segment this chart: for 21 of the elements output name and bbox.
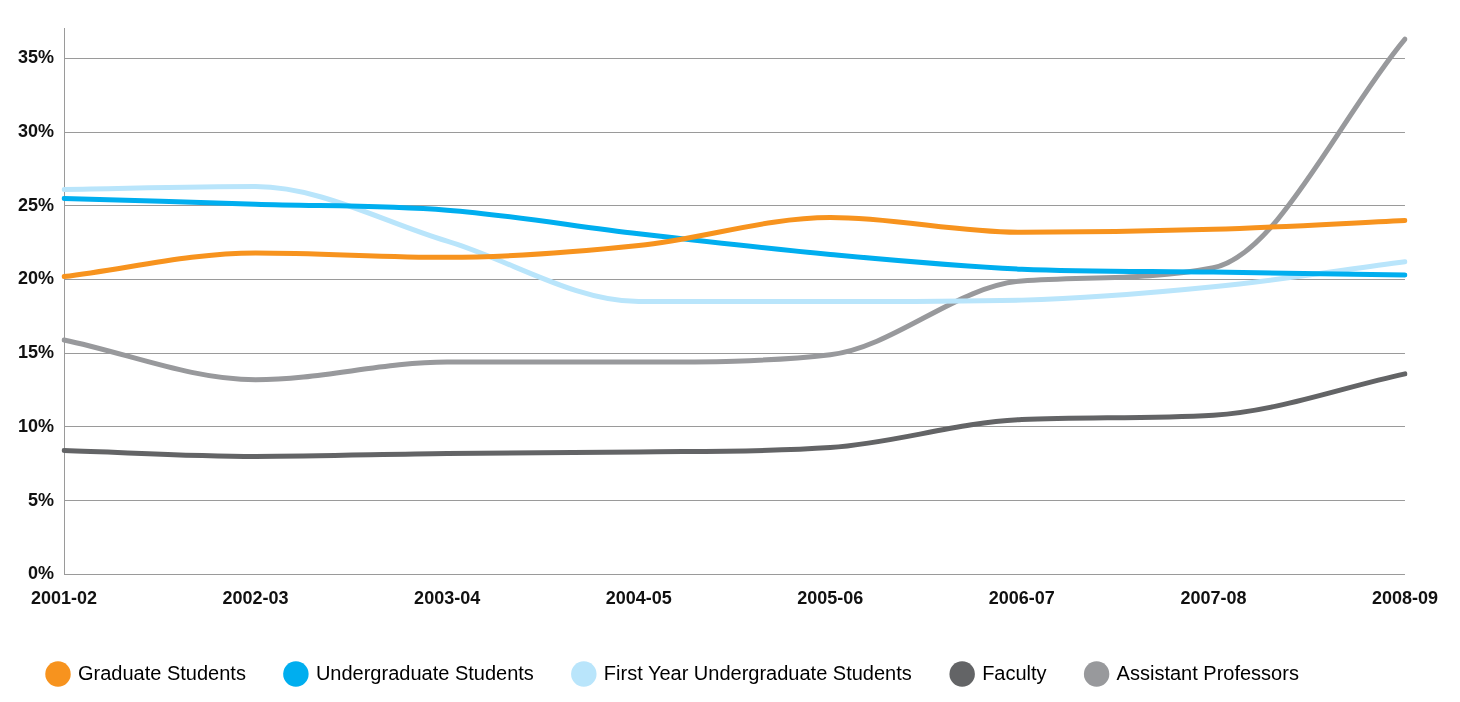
y-tick-label: 0% — [28, 563, 55, 584]
y-tick-label: 35% — [18, 47, 55, 68]
y-tick-label: 20% — [18, 268, 55, 289]
x-tick-label: 2007-08 — [1180, 588, 1247, 609]
x-tick-label: 2008-09 — [1371, 588, 1438, 609]
legend-label: First Year Undergraduate Students — [603, 661, 912, 684]
x-tick-label: 2006-07 — [988, 588, 1055, 609]
y-tick-label: 25% — [18, 194, 55, 215]
x-tick-label: 2001-02 — [31, 588, 98, 609]
y-tick-label: 15% — [18, 342, 55, 363]
legend-label: Assistant Professors — [1116, 661, 1299, 684]
x-tick-label: 2002-03 — [222, 588, 289, 609]
x-tick-label: 2003-04 — [414, 588, 481, 609]
x-tick-label: 2004-05 — [605, 588, 672, 609]
y-tick-label: 10% — [18, 415, 55, 436]
legend-label: Graduate Students — [78, 661, 246, 684]
legend-label: Faculty — [982, 661, 1047, 684]
y-tick-label: 5% — [28, 489, 55, 510]
y-tick-label: 30% — [18, 120, 55, 141]
legend-label: Undergraduate Students — [315, 661, 534, 684]
x-tick-label: 2005-06 — [797, 588, 864, 609]
